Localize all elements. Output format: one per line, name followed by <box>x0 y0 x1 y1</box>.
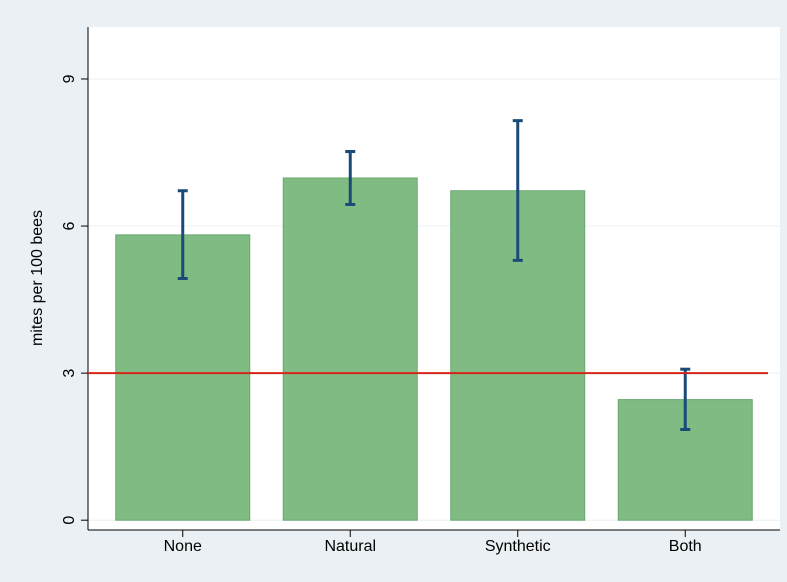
bar <box>115 234 251 521</box>
bar <box>282 177 418 521</box>
y-tick-label: 0 <box>61 516 78 525</box>
x-tick-label: Both <box>669 538 702 555</box>
y-tick-label: 3 <box>61 369 78 378</box>
x-tick-label: Synthetic <box>485 538 551 555</box>
y-tick-label: 6 <box>61 221 78 230</box>
y-axis-label: mites per 100 bees <box>29 210 46 346</box>
error-bar <box>345 150 356 206</box>
error-bar <box>680 367 691 431</box>
y-tick-label: 9 <box>61 74 78 83</box>
x-tick-label: None <box>164 538 202 555</box>
error-bar <box>512 119 523 262</box>
x-tick-label: Natural <box>324 538 376 555</box>
error-bar <box>177 189 188 280</box>
